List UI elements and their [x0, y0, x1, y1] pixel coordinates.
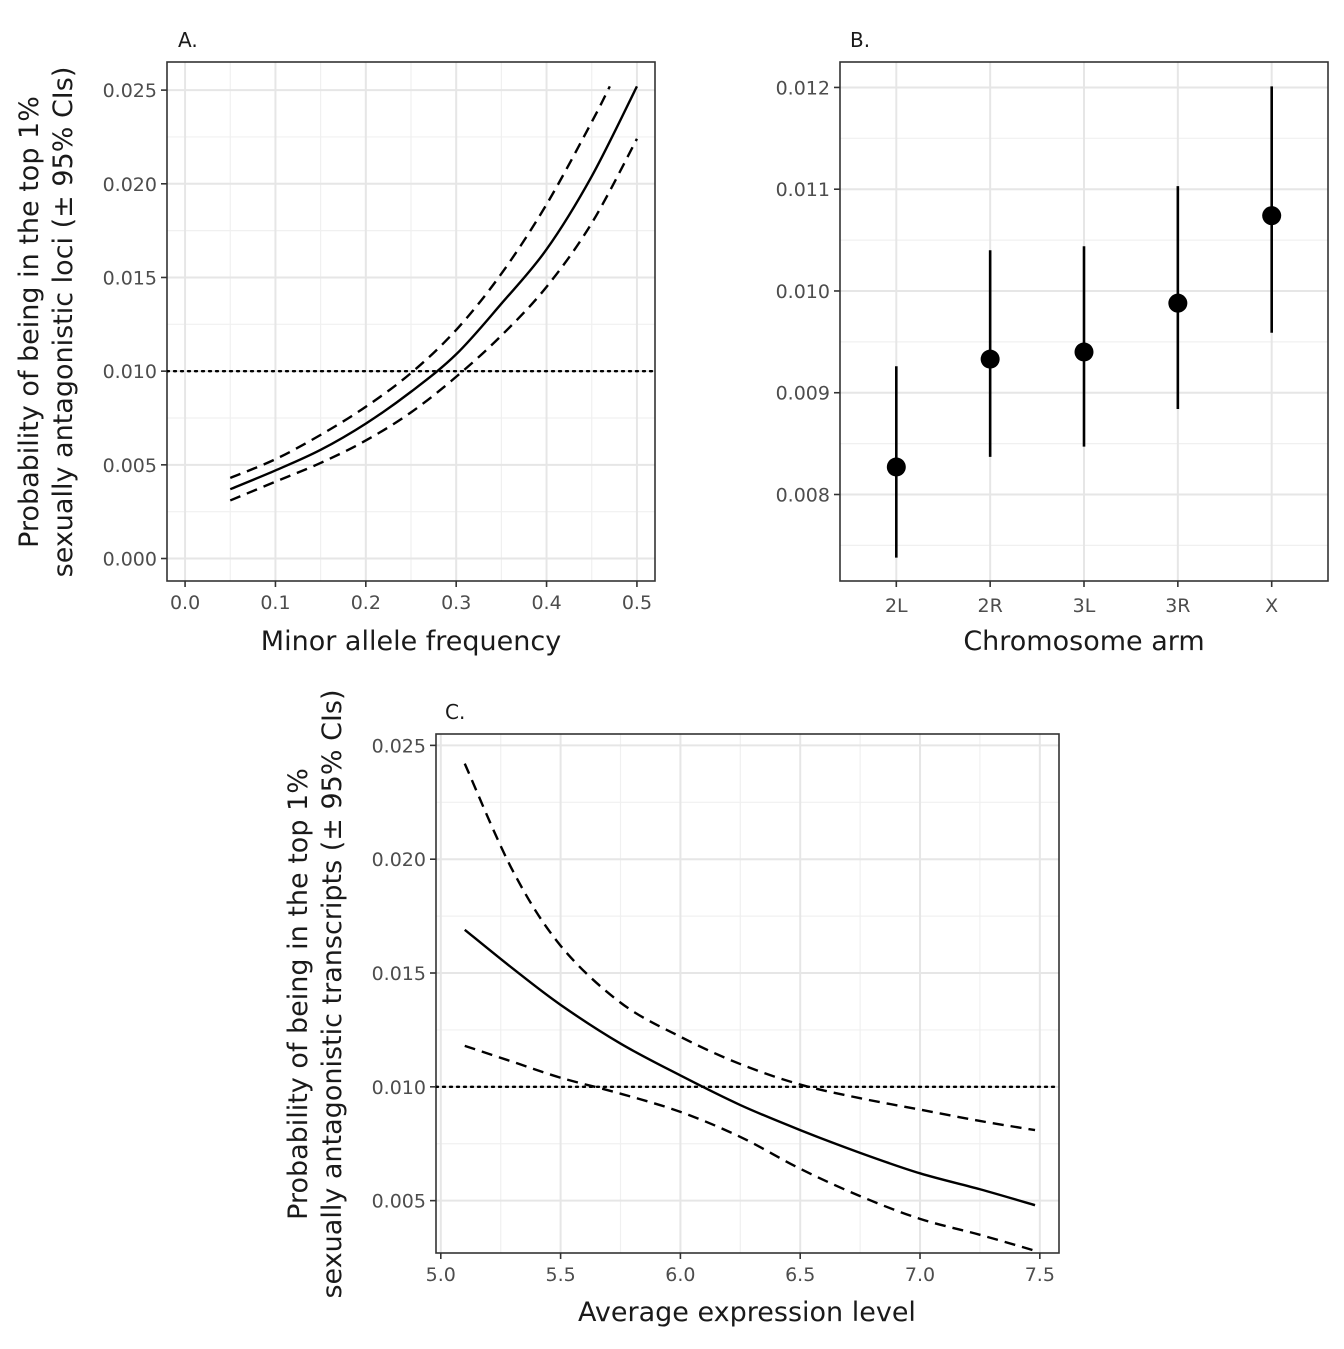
- panelA-x-tick-label: 0.3: [441, 592, 471, 614]
- panelB-x-tick-label: X: [1265, 595, 1278, 617]
- panelB-y-tick-label: 0.008: [776, 485, 830, 507]
- panelA-x-tick-label: 0.2: [351, 592, 381, 614]
- panelA-y-tick-label: 0.015: [103, 267, 157, 289]
- panelA-series-lower-ci: [229, 138, 638, 502]
- panelC-y-tick-label: 0.005: [372, 1191, 426, 1213]
- panelA-x-tick-label: 0.1: [260, 592, 290, 614]
- panelC-x-tick-label: 6.0: [665, 1264, 695, 1286]
- panelA-y-tick-label: 0.000: [103, 549, 157, 571]
- panel-b-series: [886, 86, 1282, 558]
- panel-a-y-axis-title-line2: sexually antagonistic loci (± 95% CIs): [48, 67, 79, 578]
- panelC-y-tick-label: 0.020: [372, 849, 426, 871]
- panelC-y-tick-label: 0.025: [372, 735, 426, 757]
- panelC-x-tick-label: 5.5: [545, 1264, 575, 1286]
- panelB-point-2L: [886, 457, 906, 477]
- panelC-x-tick-label: 5.0: [426, 1264, 456, 1286]
- panelA-x-tick-label: 0.4: [531, 592, 561, 614]
- panel-a-x-axis-title: Minor allele frequency: [261, 626, 561, 657]
- panelC-x-tick-label: 7.0: [905, 1264, 935, 1286]
- panel-b: B. 2L 2R 3L 3R X 0.008 0.009 0.010 0.011 0.012 Ch…: [776, 28, 1329, 657]
- panel-c: C. 5.0 5.5 6.0 6.5 7.0 7.5 0.005 0.010 0.015 0.02…: [283, 689, 1061, 1328]
- panel-c-frame: [435, 733, 1060, 1254]
- panelB-x-tick-label: 3L: [1073, 595, 1096, 617]
- panelB-x-tick-label: 3R: [1165, 595, 1190, 617]
- panel-a: A. 0.0 0.1 0.2 0.3 0.4 0.5 0.000 0.005 0.010 0.01…: [14, 28, 657, 657]
- panelC-series-upper-ci: [463, 763, 1036, 1132]
- panelB-x-tick-label: 2R: [978, 595, 1003, 617]
- panelB-y-tick-label: 0.009: [776, 383, 830, 405]
- panel-c-series: [434, 763, 1061, 1252]
- panel-b-letter: B.: [850, 28, 870, 52]
- panelA-y-tick-label: 0.010: [103, 361, 157, 383]
- panel-c-axes: 5.0 5.5 6.0 6.5 7.0 7.5 0.005 0.010 0.015 0.020 0.…: [372, 735, 1055, 1286]
- panel-b-x-axis-title: Chromosome arm: [963, 626, 1204, 657]
- panelB-point-X: [1262, 206, 1282, 226]
- panel-c-x-axis-title: Average expression level: [578, 1297, 916, 1328]
- panel-c-letter: C.: [445, 700, 465, 724]
- panelC-y-tick-label: 0.010: [372, 1077, 426, 1099]
- panel-c-y-axis-title-line2: sexually antagonistic transcripts (± 95%…: [317, 689, 348, 1298]
- panel-c-y-axis-title-line1: Probability of being in the top 1%: [283, 768, 314, 1220]
- panelC-x-tick-label: 7.5: [1025, 1264, 1055, 1286]
- panelB-y-tick-label: 0.010: [776, 281, 830, 303]
- panelA-y-tick-label: 0.005: [103, 455, 157, 477]
- panelA-x-tick-label: 0.5: [622, 592, 652, 614]
- panel-a-letter: A.: [178, 28, 198, 52]
- panelC-series-estimate: [463, 928, 1036, 1207]
- panelB-x-tick-label: 2L: [885, 595, 908, 617]
- panelC-y-tick-label: 0.015: [372, 963, 426, 985]
- panelB-y-tick-label: 0.012: [776, 77, 830, 99]
- panel-a-grid: [167, 62, 655, 581]
- panelC-series-lower-ci: [464, 1044, 1036, 1252]
- panelA-x-tick-label: 0.0: [170, 592, 200, 614]
- panel-a-series: [165, 85, 657, 502]
- panelA-series-upper-ci: [229, 85, 611, 480]
- panelB-point-3L: [1074, 342, 1094, 362]
- panelB-point-2R: [980, 349, 1000, 369]
- panel-a-frame: [166, 61, 656, 582]
- panelA-series-estimate: [229, 85, 639, 491]
- panel-c-grid: [436, 734, 1059, 1253]
- panel-a-y-axis-title-line1: Probability of being in the top 1%: [14, 96, 45, 548]
- panel-b-axes: 2L 2R 3L 3R X 0.008 0.009 0.010 0.011 0.012: [776, 77, 1279, 617]
- panelA-y-tick-label: 0.025: [103, 80, 157, 102]
- panelA-y-tick-label: 0.020: [103, 174, 157, 196]
- panelC-x-tick-label: 6.5: [785, 1264, 815, 1286]
- panelB-y-tick-label: 0.011: [776, 179, 830, 201]
- panelB-point-3R: [1168, 293, 1188, 313]
- panel-a-axes: 0.0 0.1 0.2 0.3 0.4 0.5 0.000 0.005 0.010 0.015 0.…: [103, 80, 652, 614]
